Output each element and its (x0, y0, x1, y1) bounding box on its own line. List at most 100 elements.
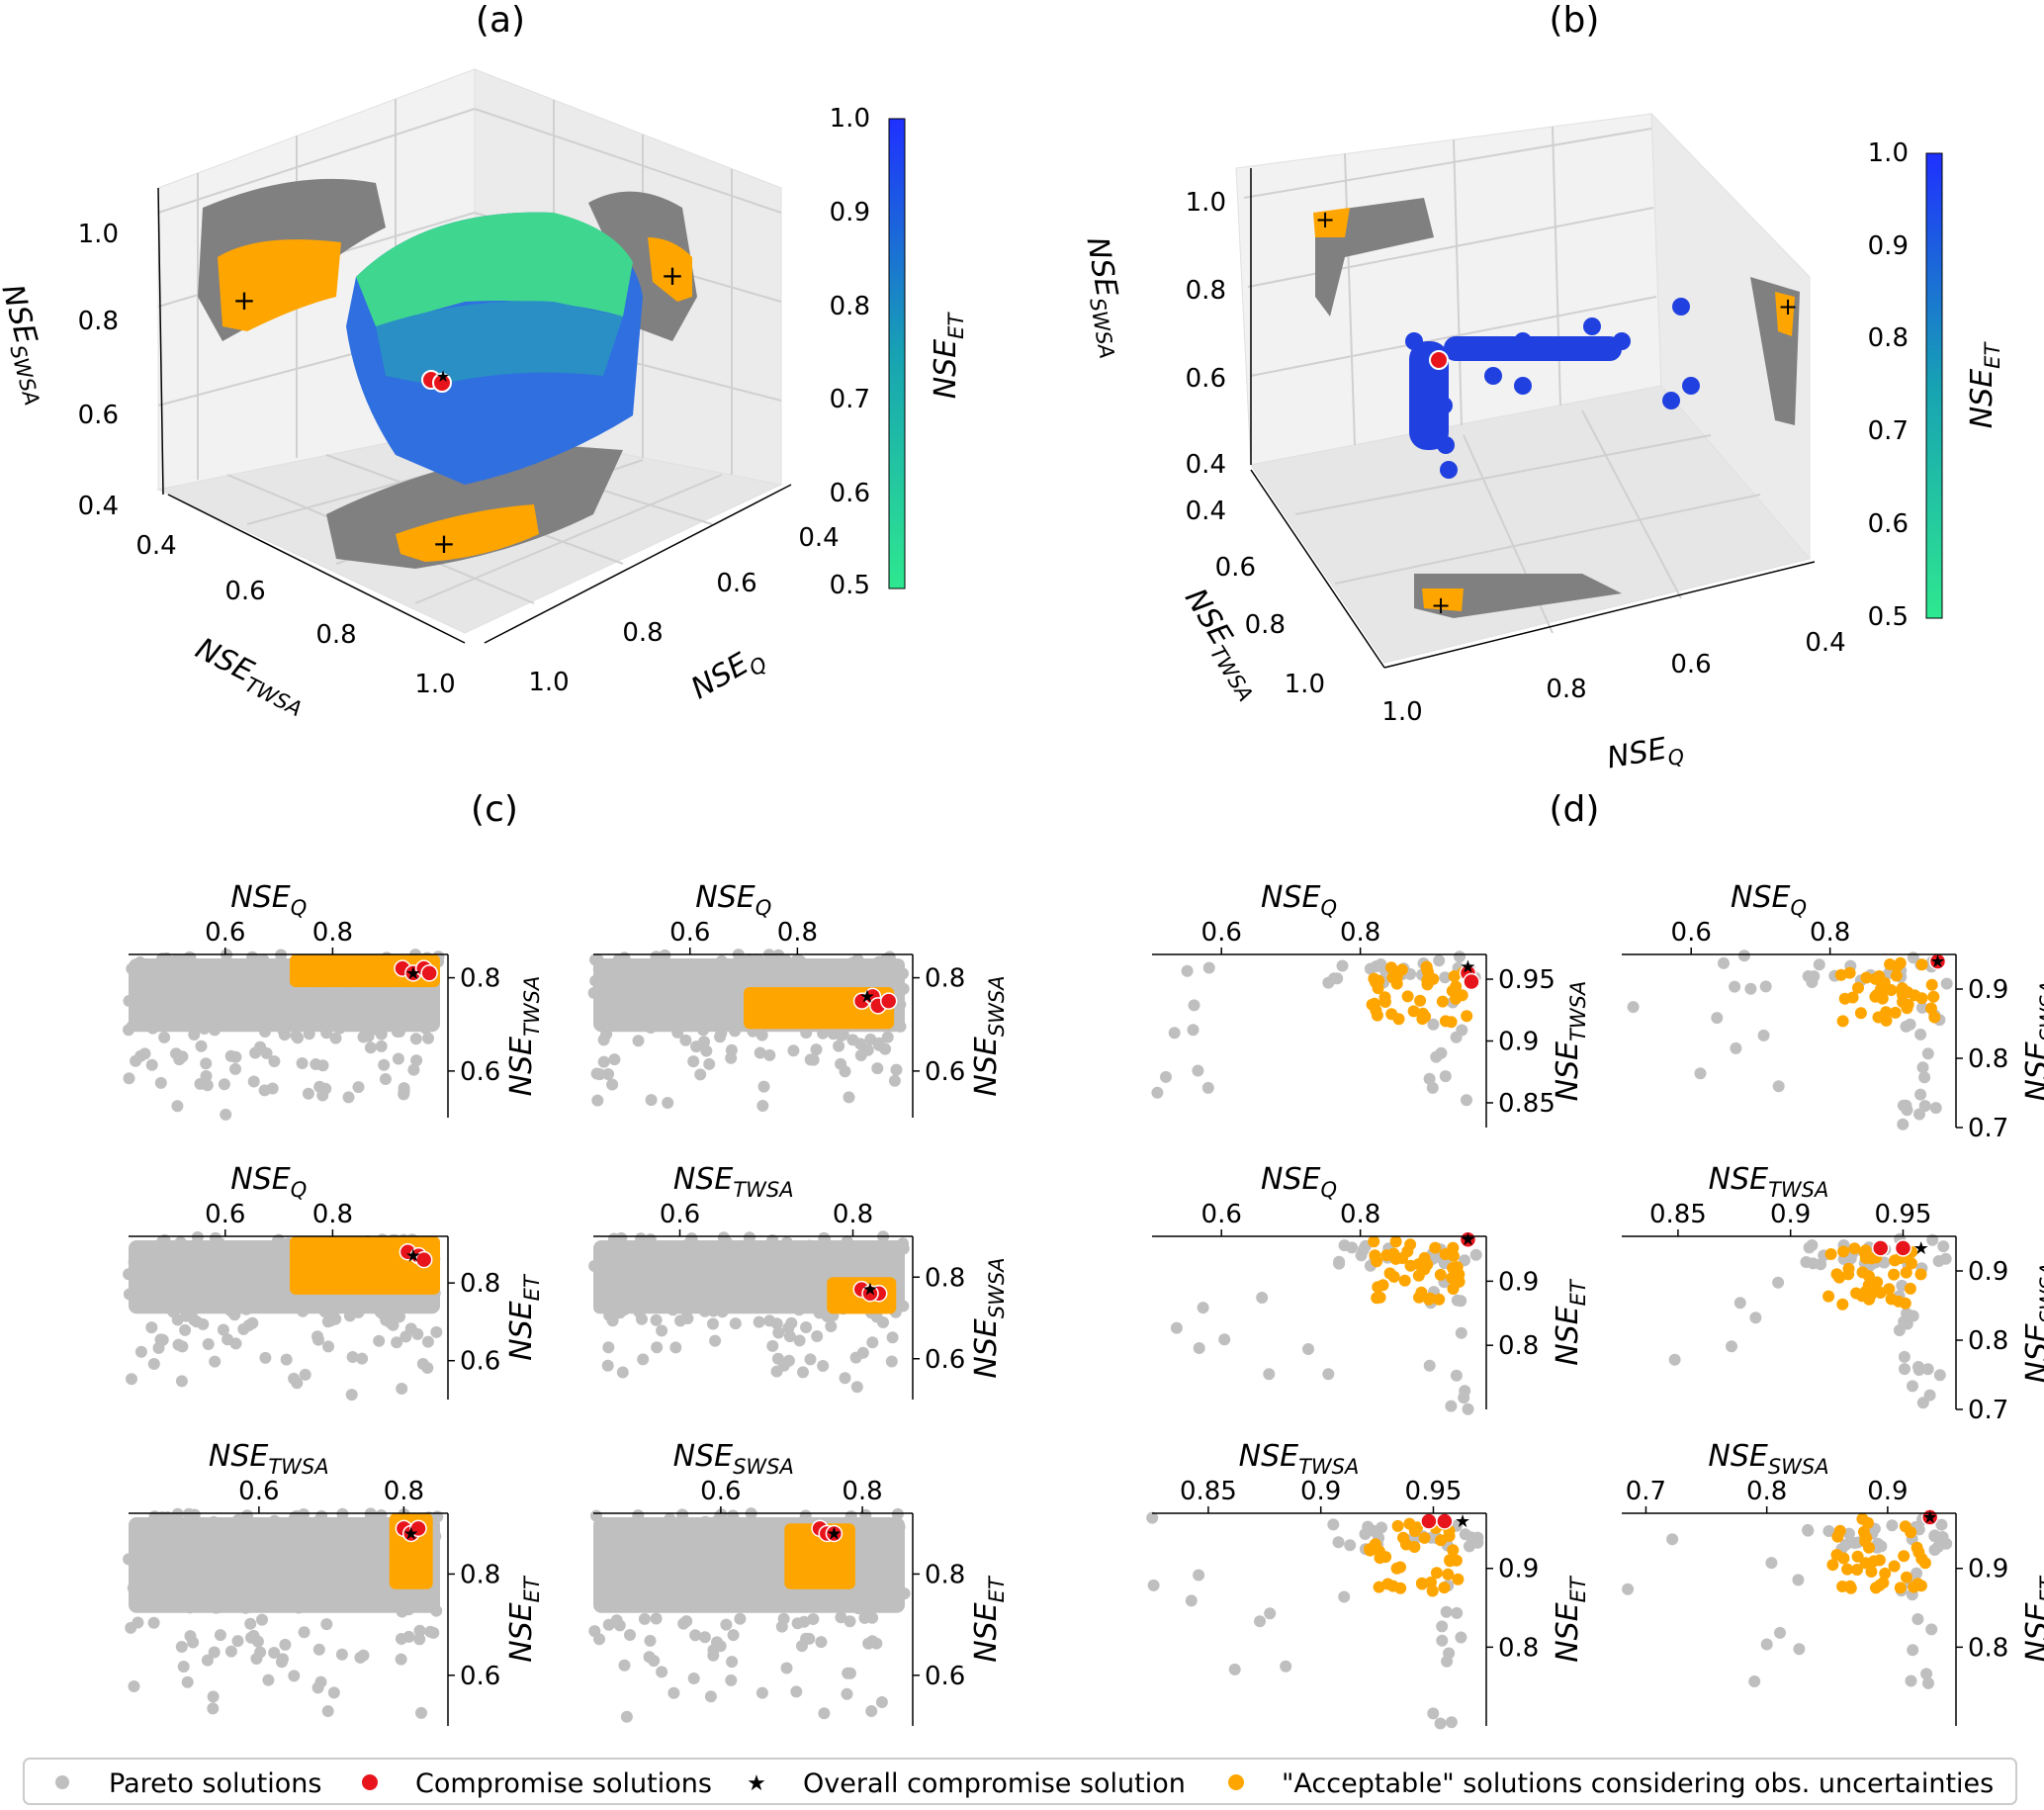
pareto-point (138, 1559, 151, 1572)
pareto-point (1729, 980, 1741, 993)
pareto-point (398, 1085, 410, 1098)
pareto-point (637, 981, 650, 994)
pareto-point (816, 1257, 829, 1270)
pareto-point (268, 1268, 281, 1281)
svg-text:1.0: 1.0 (528, 668, 569, 697)
axis-label: NSEQ (1261, 880, 1337, 920)
pareto-point (844, 1615, 856, 1628)
acceptable-point (1889, 1006, 1902, 1019)
pareto-point (867, 1518, 880, 1531)
pareto-point (332, 1548, 345, 1561)
pareto-point (610, 1572, 623, 1584)
pareto-point (1322, 1368, 1335, 1381)
svg-text:0.6: 0.6 (78, 401, 119, 430)
x-tick-label: 0.8 (1810, 918, 1850, 948)
acceptable-point (1890, 969, 1903, 982)
pareto-point (320, 1618, 333, 1631)
y-tick-label: 0.6 (460, 1662, 500, 1691)
pareto-point (424, 1005, 437, 1017)
pareto-point (207, 1690, 220, 1703)
pareto-point (175, 1641, 188, 1653)
compromise-point (825, 1524, 844, 1543)
pareto-point (787, 1044, 800, 1057)
pareto-point (704, 1243, 717, 1255)
acceptable-point (1925, 978, 1938, 991)
acceptable-point (1833, 1524, 1846, 1537)
pareto-point (249, 1046, 262, 1059)
pareto-point (237, 1322, 250, 1335)
pareto-point (756, 1100, 769, 1112)
pareto-point (610, 1548, 623, 1561)
pareto-point (1218, 1333, 1231, 1346)
pareto-point (138, 963, 151, 976)
pareto-point (863, 1586, 876, 1599)
pareto-point (172, 1338, 185, 1351)
pareto-point (887, 962, 900, 975)
x-tick-label: 0.6 (669, 918, 710, 948)
pareto-point (395, 1653, 407, 1666)
acceptable-point (1386, 971, 1399, 984)
acceptable-point (1841, 1563, 1854, 1576)
pareto-point (1726, 1340, 1737, 1353)
pareto-point (160, 951, 173, 964)
pareto-point (695, 964, 708, 977)
acceptable-point (1461, 1010, 1473, 1023)
acceptable-point (1433, 1293, 1446, 1306)
pareto-point (841, 1235, 853, 1248)
acceptable-point (1826, 1559, 1839, 1572)
pareto-point (218, 1078, 230, 1091)
pareto-point (709, 1571, 722, 1584)
pareto-point (226, 1575, 239, 1587)
pareto-point (1193, 1342, 1205, 1354)
pareto-point (750, 1285, 761, 1298)
pareto-point (303, 1028, 315, 1041)
pareto-point (766, 1339, 779, 1352)
pareto-point (716, 1306, 729, 1318)
pareto-point (766, 1237, 778, 1250)
subplot-d2: ★ 0.6 0.8 0.7 0.8 0.9 NSEQ NSESWSA (1622, 880, 2044, 1143)
pareto-point (310, 1018, 322, 1031)
pareto-point (154, 1598, 166, 1611)
pareto-point (321, 1705, 334, 1717)
pareto-point (726, 1580, 739, 1592)
acceptable-point (1851, 1550, 1864, 1563)
pareto-point (591, 1094, 604, 1107)
acceptable-point (1379, 1551, 1392, 1564)
pareto-point (1327, 1518, 1340, 1531)
pareto-point (362, 1030, 375, 1042)
svg-text:0.9: 0.9 (830, 198, 870, 227)
pareto-point (159, 988, 172, 1001)
pareto-point (636, 1312, 648, 1325)
pareto-point (1899, 1363, 1911, 1376)
pareto-point (791, 1617, 804, 1630)
pareto-point (373, 1334, 386, 1347)
pareto-point (638, 1612, 651, 1625)
pareto-point (799, 1509, 812, 1522)
pareto-point (229, 1337, 242, 1350)
acceptable-point (1911, 1541, 1923, 1554)
pareto-point (281, 1014, 294, 1027)
acceptable-point (1400, 1538, 1412, 1551)
pareto-point (652, 986, 664, 999)
pareto-point (375, 1509, 388, 1521)
pareto-point (662, 1097, 674, 1109)
pareto-point (1263, 1368, 1276, 1381)
svg-text:0.6: 0.6 (1186, 364, 1226, 394)
pareto-point (599, 998, 612, 1011)
pareto-point (780, 1236, 793, 1249)
pareto-point (667, 1304, 679, 1316)
axis-label: NSEET (1551, 1575, 1590, 1663)
svg-text:+: + (1431, 591, 1451, 619)
pareto-point (656, 1666, 668, 1678)
pareto-point (394, 1311, 405, 1323)
pareto-point (644, 1634, 657, 1647)
pareto-point (316, 1089, 329, 1102)
pareto-point (890, 1268, 903, 1281)
pareto-point (819, 1597, 832, 1610)
pareto-point (1733, 1297, 1746, 1310)
pareto-point (1914, 1088, 1927, 1101)
pareto-point (1376, 1521, 1387, 1534)
pareto-point (239, 1601, 252, 1614)
pareto-point (850, 1381, 863, 1394)
pareto-point (396, 1383, 408, 1395)
